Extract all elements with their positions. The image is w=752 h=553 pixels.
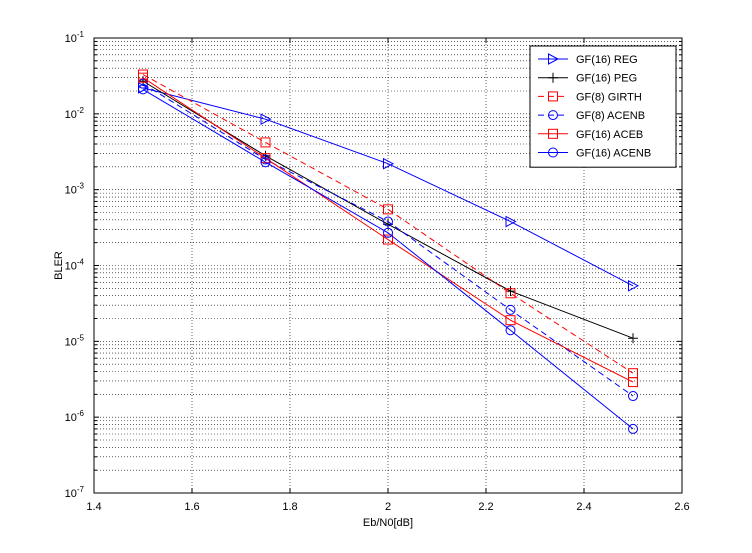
y-axis-label: BLER — [53, 251, 65, 280]
legend-label: GF(16) ACEB — [576, 129, 643, 141]
legend-entry: GF(16) PEG — [538, 73, 637, 85]
legend-entry: GF(16) ACENB — [538, 147, 651, 160]
y-tick-label: 10-4 — [65, 258, 85, 273]
square-marker — [260, 137, 271, 148]
series-line-gf-16-acenb — [142, 88, 634, 430]
series-line-gf-8-acenb — [142, 83, 634, 397]
legend-box — [529, 45, 677, 168]
triangle-marker — [505, 215, 517, 228]
y-tick-exponent: -5 — [77, 333, 85, 342]
y-tick-exponent: -3 — [77, 182, 85, 191]
x-axis-label: Eb/N0[dB] — [363, 517, 413, 529]
circle-marker — [548, 110, 558, 121]
y-tick-base: 10 — [65, 261, 77, 273]
circle-marker — [138, 84, 148, 95]
circle-marker — [505, 325, 516, 336]
legend-label: GF(8) GIRTH — [576, 91, 642, 103]
y-tick-label: 10-3 — [65, 182, 85, 197]
legend-label: GF(16) ACENB — [576, 148, 651, 160]
square-marker — [505, 288, 516, 299]
triangle-marker — [383, 157, 395, 170]
x-tick-label: 2.2 — [478, 501, 493, 513]
x-tick-label: 1.8 — [282, 501, 297, 513]
circle-marker — [383, 227, 393, 238]
series-line-gf-16-reg — [142, 87, 634, 287]
plus-marker — [628, 333, 638, 344]
series-line-gf-8-girth — [142, 74, 634, 374]
circle-marker — [548, 147, 558, 158]
triangle-marker — [260, 113, 272, 126]
circle-marker — [505, 304, 516, 315]
legend-entry: GF(16) ACEB — [538, 128, 643, 141]
y-tick-base: 10 — [65, 412, 77, 424]
legend-label: GF(16) REG — [576, 54, 638, 66]
y-tick-exponent: -4 — [77, 258, 85, 267]
legend: GF(16) REG GF(16) PEG GF(8) GIRTH GF(8) ACE… — [529, 45, 677, 168]
y-tick-exponent: -6 — [77, 409, 85, 418]
legend-label: GF(8) ACENB — [576, 110, 645, 122]
x-tick-label: 1.6 — [184, 501, 199, 513]
legend-label: GF(16) PEG — [576, 73, 637, 85]
y-tick-base: 10 — [65, 488, 77, 500]
y-tick-label: 10-2 — [65, 106, 85, 121]
series-gf-8-acenb — [138, 78, 638, 402]
y-tick-label: 10-6 — [65, 409, 85, 424]
legend-entry: GF(8) ACENB — [538, 110, 645, 122]
y-tick-label: 10-1 — [65, 30, 85, 45]
square-marker — [628, 377, 638, 388]
axes: 1.4 1.6 1.8 2 2.2 2.4 2.610-710-610-510-410-31… — [65, 30, 690, 513]
triangle-marker — [628, 279, 640, 292]
circle-marker — [628, 391, 638, 402]
y-tick-label: 10-7 — [65, 485, 85, 500]
circle-marker — [628, 423, 638, 434]
y-tick-exponent: -2 — [77, 106, 85, 115]
legend-entry: GF(8) GIRTH — [538, 91, 642, 103]
series-layer — [138, 69, 640, 434]
y-tick-exponent: -1 — [77, 30, 85, 39]
square-marker — [383, 234, 393, 245]
x-tick-label: 2 — [385, 501, 391, 513]
square-marker — [383, 204, 393, 215]
square-marker — [138, 72, 148, 83]
y-tick-base: 10 — [65, 336, 77, 348]
y-tick-exponent: -7 — [77, 485, 85, 494]
series-gf-16-acenb — [138, 84, 638, 434]
x-tick-label: 2.6 — [674, 501, 689, 513]
plus-marker — [548, 72, 558, 83]
x-tick-label: 2.4 — [576, 501, 591, 513]
square-marker — [505, 315, 516, 326]
x-tick-label: 1.4 — [86, 501, 101, 513]
y-tick-label: 10-5 — [65, 333, 85, 348]
y-tick-base: 10 — [65, 109, 77, 121]
series-line-gf-16-aceb — [142, 77, 634, 383]
square-marker — [548, 128, 558, 139]
circle-marker — [383, 216, 393, 227]
circle-marker — [138, 78, 148, 89]
square-marker — [548, 91, 558, 102]
circle-marker — [260, 157, 271, 168]
y-tick-base: 10 — [65, 33, 77, 45]
legend-entry: GF(16) REG — [538, 53, 638, 66]
triangle-marker — [548, 53, 560, 65]
y-tick-base: 10 — [65, 185, 77, 197]
